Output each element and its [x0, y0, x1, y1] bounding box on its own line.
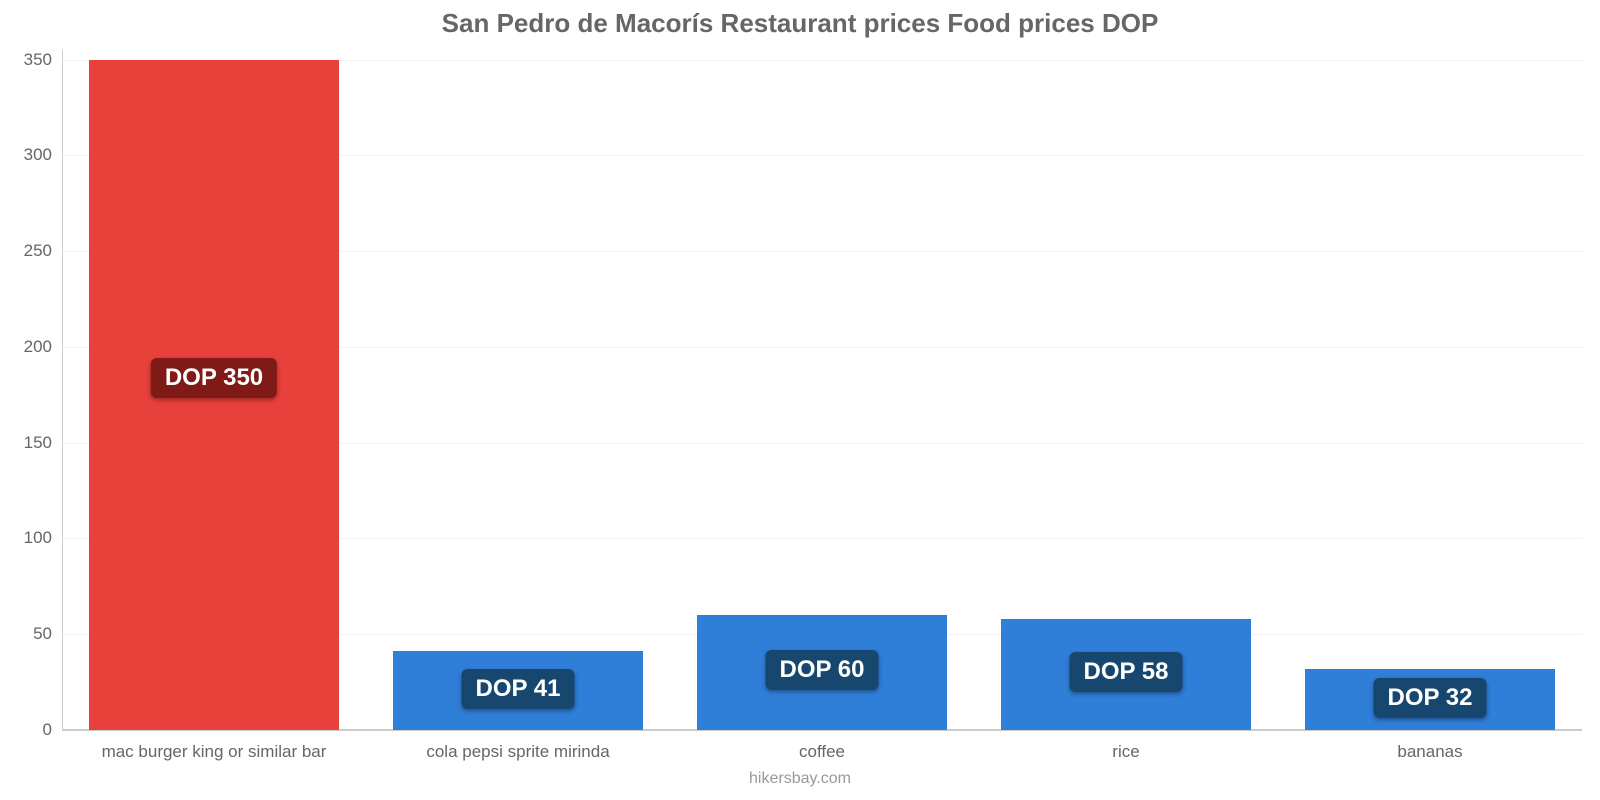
y-tick-label: 250: [24, 241, 52, 261]
chart-title: San Pedro de Macorís Restaurant prices F…: [0, 8, 1600, 39]
y-tick-label: 150: [24, 433, 52, 453]
y-tick-label: 350: [24, 50, 52, 70]
x-tick-label: rice: [1112, 742, 1139, 762]
bar-value-label: DOP 60: [766, 650, 879, 690]
bar-value-label: DOP 41: [462, 669, 575, 709]
bars-container: DOP 350 DOP 41 DOP 60 DOP 58 DOP 32: [62, 50, 1582, 730]
bar-value-label: DOP 58: [1070, 652, 1183, 692]
y-tick-label: 200: [24, 337, 52, 357]
x-tick-label: mac burger king or similar bar: [102, 742, 327, 762]
price-chart: San Pedro de Macorís Restaurant prices F…: [0, 0, 1600, 800]
x-tick-label: cola pepsi sprite mirinda: [426, 742, 609, 762]
y-tick-label: 300: [24, 145, 52, 165]
plot-area: DOP 350DOP 41DOP 60DOP 58DOP 32 05010015…: [62, 50, 1582, 730]
y-tick-label: 50: [33, 624, 52, 644]
x-tick-label: coffee: [799, 742, 845, 762]
gridline: [62, 730, 1582, 731]
bar-value-label: DOP 32: [1374, 678, 1487, 718]
bar-value-label: DOP 350: [151, 358, 277, 398]
credit-text: hikersbay.com: [0, 770, 1600, 788]
y-tick-label: 0: [43, 720, 52, 740]
x-tick-label: bananas: [1397, 742, 1462, 762]
y-tick-label: 100: [24, 528, 52, 548]
